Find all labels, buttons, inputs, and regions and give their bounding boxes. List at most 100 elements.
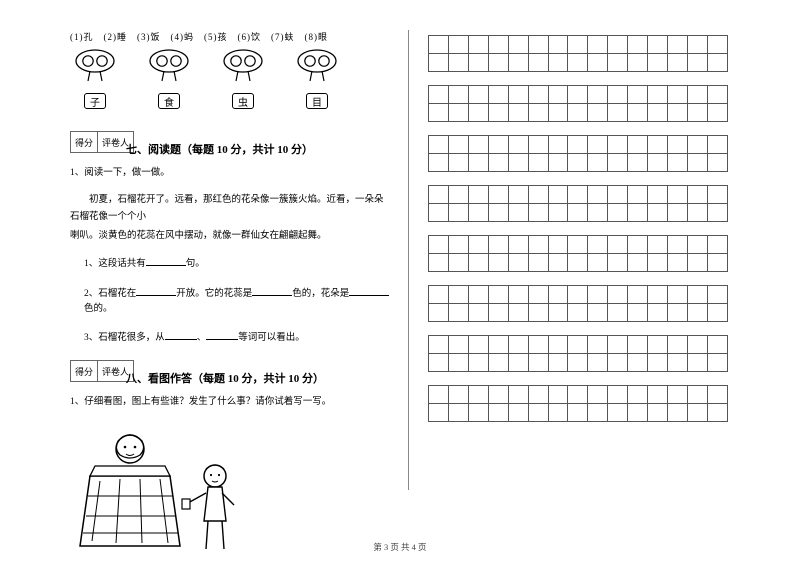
writing-cell[interactable]: [588, 86, 608, 104]
writing-cell[interactable]: [687, 404, 707, 422]
writing-cell[interactable]: [648, 186, 668, 204]
writing-cell[interactable]: [528, 204, 548, 222]
fill-blank[interactable]: [165, 329, 197, 340]
writing-cell[interactable]: [488, 236, 508, 254]
writing-cell[interactable]: [608, 386, 628, 404]
writing-cell[interactable]: [648, 36, 668, 54]
writing-cell[interactable]: [548, 336, 568, 354]
writing-cell[interactable]: [488, 254, 508, 272]
writing-cell[interactable]: [448, 86, 468, 104]
writing-cell[interactable]: [468, 304, 488, 322]
writing-grid[interactable]: [428, 285, 728, 322]
writing-cell[interactable]: [528, 336, 548, 354]
writing-cell[interactable]: [468, 136, 488, 154]
writing-cell[interactable]: [568, 354, 588, 372]
writing-cell[interactable]: [448, 354, 468, 372]
writing-cell[interactable]: [588, 36, 608, 54]
writing-cell[interactable]: [488, 336, 508, 354]
writing-cell[interactable]: [508, 404, 528, 422]
writing-cell[interactable]: [548, 386, 568, 404]
writing-cell[interactable]: [687, 154, 707, 172]
writing-cell[interactable]: [588, 104, 608, 122]
writing-cell[interactable]: [429, 354, 449, 372]
writing-cell[interactable]: [488, 86, 508, 104]
writing-cell[interactable]: [568, 404, 588, 422]
writing-cell[interactable]: [648, 54, 668, 72]
writing-cell[interactable]: [707, 404, 727, 422]
writing-cell[interactable]: [568, 54, 588, 72]
writing-cell[interactable]: [448, 204, 468, 222]
writing-cell[interactable]: [707, 336, 727, 354]
writing-cell[interactable]: [628, 54, 648, 72]
writing-grid[interactable]: [428, 135, 728, 172]
writing-cell[interactable]: [707, 304, 727, 322]
writing-cell[interactable]: [628, 286, 648, 304]
writing-cell[interactable]: [528, 36, 548, 54]
writing-cell[interactable]: [687, 104, 707, 122]
writing-cell[interactable]: [588, 304, 608, 322]
writing-cell[interactable]: [668, 286, 688, 304]
writing-cell[interactable]: [528, 154, 548, 172]
writing-cell[interactable]: [508, 186, 528, 204]
writing-cell[interactable]: [707, 36, 727, 54]
writing-cell[interactable]: [429, 386, 449, 404]
fill-blank[interactable]: [206, 329, 238, 340]
writing-cell[interactable]: [468, 54, 488, 72]
writing-cell[interactable]: [648, 104, 668, 122]
writing-cell[interactable]: [468, 36, 488, 54]
writing-cell[interactable]: [448, 336, 468, 354]
writing-cell[interactable]: [548, 354, 568, 372]
writing-cell[interactable]: [528, 254, 548, 272]
writing-cell[interactable]: [488, 136, 508, 154]
writing-grid[interactable]: [428, 235, 728, 272]
writing-grid[interactable]: [428, 185, 728, 222]
writing-cell[interactable]: [468, 286, 488, 304]
writing-cell[interactable]: [448, 154, 468, 172]
writing-cell[interactable]: [648, 336, 668, 354]
writing-cell[interactable]: [448, 186, 468, 204]
writing-cell[interactable]: [687, 236, 707, 254]
writing-cell[interactable]: [648, 136, 668, 154]
writing-cell[interactable]: [508, 354, 528, 372]
writing-cell[interactable]: [488, 104, 508, 122]
writing-cell[interactable]: [468, 354, 488, 372]
fill-blank[interactable]: [349, 285, 389, 296]
writing-cell[interactable]: [468, 386, 488, 404]
writing-cell[interactable]: [687, 186, 707, 204]
writing-cell[interactable]: [608, 54, 628, 72]
writing-cell[interactable]: [628, 36, 648, 54]
writing-cell[interactable]: [628, 104, 648, 122]
writing-cell[interactable]: [707, 54, 727, 72]
writing-cell[interactable]: [608, 286, 628, 304]
writing-cell[interactable]: [548, 204, 568, 222]
writing-cell[interactable]: [628, 354, 648, 372]
writing-cell[interactable]: [508, 386, 528, 404]
writing-cell[interactable]: [468, 236, 488, 254]
writing-cell[interactable]: [588, 404, 608, 422]
writing-cell[interactable]: [707, 186, 727, 204]
writing-cell[interactable]: [528, 386, 548, 404]
writing-cell[interactable]: [429, 86, 449, 104]
writing-cell[interactable]: [508, 236, 528, 254]
writing-cell[interactable]: [448, 104, 468, 122]
writing-cell[interactable]: [668, 86, 688, 104]
writing-cell[interactable]: [568, 236, 588, 254]
writing-cell[interactable]: [648, 236, 668, 254]
writing-cell[interactable]: [687, 36, 707, 54]
writing-cell[interactable]: [648, 304, 668, 322]
writing-cell[interactable]: [468, 154, 488, 172]
writing-cell[interactable]: [448, 286, 468, 304]
writing-cell[interactable]: [448, 404, 468, 422]
writing-cell[interactable]: [528, 136, 548, 154]
writing-cell[interactable]: [588, 154, 608, 172]
writing-cell[interactable]: [687, 286, 707, 304]
writing-cell[interactable]: [508, 36, 528, 54]
writing-cell[interactable]: [648, 254, 668, 272]
writing-cell[interactable]: [628, 236, 648, 254]
writing-cell[interactable]: [488, 36, 508, 54]
writing-cell[interactable]: [429, 286, 449, 304]
writing-cell[interactable]: [628, 404, 648, 422]
writing-cell[interactable]: [429, 236, 449, 254]
writing-cell[interactable]: [508, 104, 528, 122]
writing-cell[interactable]: [568, 286, 588, 304]
